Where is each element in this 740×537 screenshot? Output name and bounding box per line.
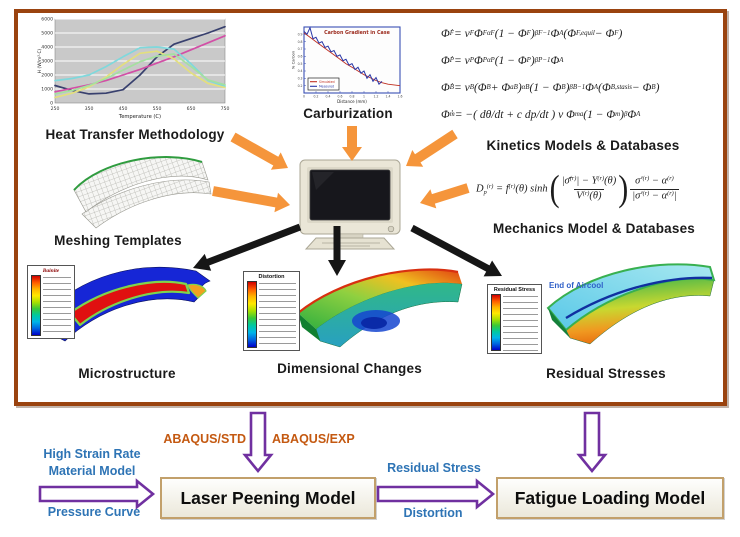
arrow-laser-to-fatigue <box>376 478 496 510</box>
svg-text:0: 0 <box>303 95 305 99</box>
mechanics-equation: Dp(r) = f(r)(θ) sinh ( |σ̄(r)| − Y(r)(θ)… <box>476 163 728 215</box>
colorbar-tick-values <box>43 277 71 336</box>
arrow-abaqus-down <box>242 411 274 474</box>
colorbar <box>247 281 257 348</box>
laser-peening-model-box: Laser Peening Model <box>160 477 376 519</box>
svg-text:2000: 2000 <box>41 73 53 79</box>
svg-text:6000: 6000 <box>41 17 53 23</box>
carburization-chart: Carbon Gradient in Case 0.2 0.3 0.4 0.5 0.6 0.… <box>291 26 403 104</box>
svg-text:0.5: 0.5 <box>298 62 303 66</box>
svg-text:0.3: 0.3 <box>298 77 303 81</box>
microstructure-contour-image <box>44 267 211 342</box>
label-abaqus-exp: ABAQUS/EXP <box>272 432 355 446</box>
svg-text:0.4: 0.4 <box>326 95 331 99</box>
meshing-caption: Meshing Templates <box>54 233 182 248</box>
distortion-legend-title: Distortion <box>258 274 285 280</box>
svg-text:350: 350 <box>85 106 94 112</box>
svg-text:1.4: 1.4 <box>386 95 391 99</box>
residual-stresses-caption: Residual Stresses <box>546 366 666 381</box>
svg-text:Distance (mm): Distance (mm) <box>337 99 367 104</box>
label-residual-stress: Residual Stress <box>387 461 481 475</box>
svg-text:0.8: 0.8 <box>350 95 355 99</box>
colorbar-tick-values <box>259 283 296 348</box>
end-of-aircool-annotation: End of Aircool <box>549 281 604 290</box>
colorbar <box>491 294 501 351</box>
mechanics-eq-fraction-1: |σ̄(r)| − Y(r)(θ) V(r)(θ) <box>561 175 617 201</box>
kinetics-caption: Kinetics Models & Databases <box>486 138 680 153</box>
colorbar <box>31 275 41 336</box>
heat-transfer-caption: Heat Transfer Methodology <box>45 127 225 142</box>
residual-stresses-contour-image <box>546 263 716 345</box>
label-abaqus-std: ABAQUS/STD <box>163 432 246 446</box>
svg-text:0.6: 0.6 <box>298 55 303 59</box>
mechanics-eq-paren-left: ( <box>549 167 560 209</box>
meshing-wireframe-image <box>73 156 212 229</box>
microstructure-legend: Bainite <box>27 265 75 339</box>
svg-text:750: 750 <box>221 106 230 112</box>
svg-text:1: 1 <box>363 95 365 99</box>
label-high-strain-rate: High Strain Rate <box>43 447 141 461</box>
colorbar-tick-values <box>503 296 538 351</box>
svg-text:0.7: 0.7 <box>298 47 303 51</box>
svg-text:0.2: 0.2 <box>314 95 319 99</box>
fatigue-loading-model-label: Fatigue Loading Model <box>514 487 706 508</box>
svg-text:3000: 3000 <box>41 59 53 65</box>
svg-text:1000: 1000 <box>41 87 53 93</box>
svg-text:1.2: 1.2 <box>374 95 379 99</box>
mechanics-eq-lhs: Dp(r) = f(r)(θ) sinh <box>476 182 548 196</box>
dimensional-changes-caption: Dimensional Changes <box>277 361 422 376</box>
svg-text:0.9: 0.9 <box>298 33 303 37</box>
svg-text:Temperature (C): Temperature (C) <box>118 114 161 120</box>
dimensional-changes-contour-image <box>297 268 463 348</box>
svg-text:0.2: 0.2 <box>298 84 303 88</box>
svg-text:1.6: 1.6 <box>398 95 403 99</box>
svg-text:H (W/m²·C): H (W/m²·C) <box>37 48 43 73</box>
svg-text:0.4: 0.4 <box>298 69 303 73</box>
heat-transfer-chart: 0 1000 2000 3000 4000 5000 6000 250 350 450 550 650… <box>37 17 230 120</box>
svg-text:450: 450 <box>119 106 128 112</box>
computer-icon <box>299 159 401 250</box>
label-distortion: Distortion <box>403 506 463 520</box>
svg-text:250: 250 <box>51 106 60 112</box>
arrow-fatigue-down <box>576 411 608 474</box>
svg-text:4000: 4000 <box>41 45 53 51</box>
svg-text:Simulated: Simulated <box>319 80 335 84</box>
distortion-legend: Distortion <box>243 271 300 351</box>
svg-text:5000: 5000 <box>41 31 53 37</box>
label-material-model: Material Model <box>48 464 136 478</box>
svg-text:0.6: 0.6 <box>338 95 343 99</box>
svg-text:0: 0 <box>50 101 53 107</box>
microstructure-caption: Microstructure <box>78 366 176 381</box>
svg-text:550: 550 <box>153 106 162 112</box>
residual-stress-legend: Residual Stress <box>487 284 542 354</box>
svg-text:0.8: 0.8 <box>298 40 303 44</box>
residual-stress-legend-title: Residual Stress <box>493 287 536 293</box>
svg-text:Measured: Measured <box>319 85 334 89</box>
carburization-caption: Carburization <box>303 106 393 121</box>
fatigue-loading-model-box: Fatigue Loading Model <box>496 477 724 519</box>
svg-text:Carbon Gradient in Case: Carbon Gradient in Case <box>324 30 391 36</box>
svg-text:650: 650 <box>187 106 196 112</box>
mechanics-eq-fraction-2: σ′(r) − α(r) |σ′(r) − α(r)| <box>630 175 679 201</box>
microstructure-legend-title: Bainite <box>42 268 60 274</box>
mechanics-eq-paren-right: ) <box>618 167 629 209</box>
mechanics-caption: Mechanics Model & Databases <box>493 221 695 236</box>
arrow-inputs-to-laser <box>38 478 156 510</box>
svg-text:% Carbon: % Carbon <box>291 50 296 69</box>
label-pressure-curve: Pressure Curve <box>47 505 141 519</box>
laser-peening-model-label: Laser Peening Model <box>180 487 356 508</box>
